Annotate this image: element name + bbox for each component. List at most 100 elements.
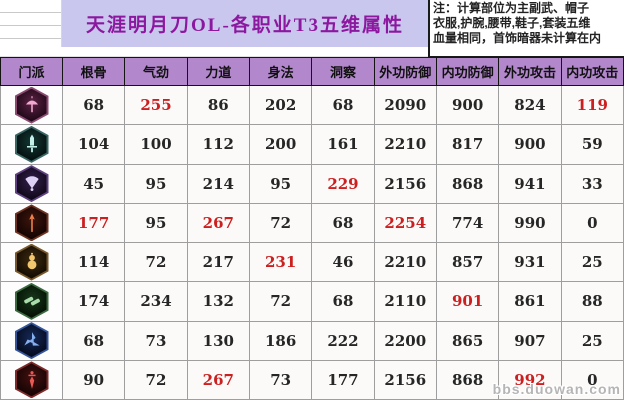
column-header: 外功防御 bbox=[373, 57, 437, 86]
stat-cell: 186 bbox=[248, 320, 313, 361]
stat-cell: 2210 bbox=[373, 241, 437, 283]
table-row: 174 234 132 72 68 2110 901 861 88 bbox=[0, 281, 624, 322]
gourd-class-icon bbox=[14, 243, 49, 281]
stat-cell: 0 bbox=[560, 202, 624, 244]
stat-cell: 25 bbox=[560, 241, 624, 283]
stat-cell: 25 bbox=[560, 320, 624, 361]
class-icon-cell bbox=[0, 163, 63, 204]
stat-cell: 33 bbox=[560, 163, 624, 204]
stat-cell: 73 bbox=[248, 359, 313, 400]
shuriken-class-icon bbox=[14, 322, 49, 360]
stat-cell: 177 bbox=[311, 359, 375, 400]
stat-cell: 2156 bbox=[373, 163, 437, 204]
stat-cell: 68 bbox=[61, 84, 126, 126]
stat-cell: 217 bbox=[186, 241, 250, 283]
stat-cell: 161 bbox=[311, 124, 375, 165]
title-bar: 天涯明月刀OL-各职业T3五维属性 bbox=[62, 0, 428, 47]
stat-cell: 95 bbox=[124, 163, 188, 204]
stat-cell: 119 bbox=[560, 84, 624, 126]
stat-cell: 88 bbox=[560, 281, 624, 322]
stat-cell: 95 bbox=[248, 163, 313, 204]
stat-cell: 86 bbox=[186, 84, 250, 126]
stat-cell: 73 bbox=[124, 320, 188, 361]
stat-cell: 46 bbox=[311, 241, 375, 283]
stat-cell: 59 bbox=[560, 124, 624, 165]
stat-cell: 68 bbox=[61, 320, 126, 361]
note-line: 注：计算部位为主副武、帽子 bbox=[433, 1, 590, 15]
spear-class-icon bbox=[14, 204, 49, 242]
stat-cell: 901 bbox=[435, 281, 500, 322]
stat-cell: 267 bbox=[186, 202, 250, 244]
table-row: 90 72 267 73 177 2156 868 992 0 bbox=[0, 359, 624, 400]
table-row: 45 95 214 95 229 2156 868 941 33 bbox=[0, 163, 624, 204]
stat-cell: 255 bbox=[124, 84, 188, 126]
stat-cell: 990 bbox=[498, 202, 562, 244]
stat-cell: 222 bbox=[311, 320, 375, 361]
stat-cell: 267 bbox=[186, 359, 250, 400]
stat-cell: 90 bbox=[61, 359, 126, 400]
stat-cell: 202 bbox=[248, 84, 313, 126]
sword-class-icon bbox=[14, 125, 49, 163]
class-icon-cell bbox=[0, 320, 63, 361]
dagger-class-icon bbox=[14, 361, 49, 399]
stat-cell: 112 bbox=[186, 124, 250, 165]
column-header: 力道 bbox=[186, 57, 250, 86]
table-body: 68 255 86 202 68 2090 900 824 119 104 100 112 200 161… bbox=[0, 84, 624, 400]
stat-cell: 214 bbox=[186, 163, 250, 204]
fan-class-icon bbox=[14, 165, 49, 203]
class-icon-cell bbox=[0, 281, 63, 322]
stat-cell: 865 bbox=[435, 320, 500, 361]
column-header: 外功攻击 bbox=[498, 57, 562, 86]
stat-cell: 900 bbox=[498, 124, 562, 165]
stat-cell: 2254 bbox=[373, 202, 437, 244]
table-row: 68 73 130 186 222 2200 865 907 25 bbox=[0, 320, 624, 361]
note-line: 血量相同，首饰暗器未计算在内 bbox=[433, 31, 602, 45]
column-header: 内功攻击 bbox=[560, 57, 624, 86]
stat-cell: 2156 bbox=[373, 359, 437, 400]
column-header: 根骨 bbox=[61, 57, 126, 86]
stat-cell: 68 bbox=[311, 281, 375, 322]
stat-cell: 45 bbox=[61, 163, 126, 204]
stat-cell: 992 bbox=[498, 359, 562, 400]
stat-cell: 900 bbox=[435, 84, 500, 126]
stat-cell: 100 bbox=[124, 124, 188, 165]
stat-cell: 132 bbox=[186, 281, 250, 322]
stat-cell: 130 bbox=[186, 320, 250, 361]
stat-cell: 2200 bbox=[373, 320, 437, 361]
table-row: 114 72 217 231 46 2210 857 931 25 bbox=[0, 241, 624, 283]
stats-table: 门派 根骨 气劲 力道 身法 洞察 外功防御 内功防御 外功攻击 内功攻击 68 255 86 202 6… bbox=[0, 57, 624, 400]
gauntlet-class-icon bbox=[14, 282, 49, 320]
column-header: 门派 bbox=[0, 57, 63, 86]
table-row: 104 100 112 200 161 2210 817 900 59 bbox=[0, 124, 624, 165]
stat-cell: 104 bbox=[61, 124, 126, 165]
watermark: bbs.duowan.com bbox=[492, 381, 621, 397]
stat-cell: 231 bbox=[248, 241, 313, 283]
note-line: 衣服,护腕,腰带,鞋子,套装五维 bbox=[433, 16, 591, 30]
stat-cell: 861 bbox=[498, 281, 562, 322]
stat-cell: 234 bbox=[124, 281, 188, 322]
stat-cell: 857 bbox=[435, 241, 500, 283]
stat-cell: 907 bbox=[498, 320, 562, 361]
stat-cell: 68 bbox=[311, 202, 375, 244]
header-row: 门派 根骨 气劲 力道 身法 洞察 外功防御 内功防御 外功攻击 内功攻击 bbox=[0, 57, 624, 86]
stat-cell: 229 bbox=[311, 163, 375, 204]
stat-cell: 824 bbox=[498, 84, 562, 126]
stat-cell: 941 bbox=[498, 163, 562, 204]
stat-cell: 95 bbox=[124, 202, 188, 244]
page-title: 天涯明月刀OL-各职业T3五维属性 bbox=[86, 15, 404, 36]
stat-cell: 68 bbox=[311, 84, 375, 126]
column-header: 内功防御 bbox=[435, 57, 500, 86]
stat-cell: 868 bbox=[435, 163, 500, 204]
stat-cell: 114 bbox=[61, 241, 126, 283]
class-icon-cell bbox=[0, 202, 63, 244]
stat-cell: 72 bbox=[248, 202, 313, 244]
stat-cell: 177 bbox=[61, 202, 126, 244]
stat-cell: 72 bbox=[124, 241, 188, 283]
stat-cell: 0 bbox=[560, 359, 624, 400]
stat-cell: 72 bbox=[124, 359, 188, 400]
class-icon-cell bbox=[0, 124, 63, 165]
column-header: 洞察 bbox=[311, 57, 375, 86]
table-row: 68 255 86 202 68 2090 900 824 119 bbox=[0, 84, 624, 126]
table-row: 177 95 267 72 68 2254 774 990 0 bbox=[0, 202, 624, 244]
